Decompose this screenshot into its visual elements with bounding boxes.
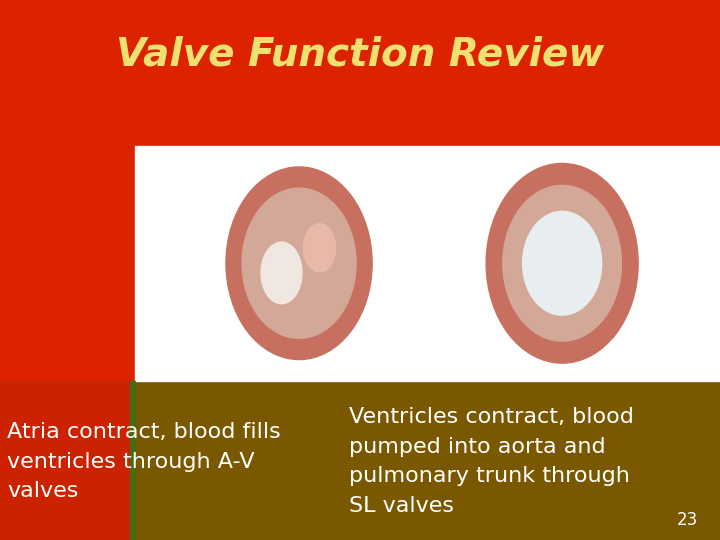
Text: 23: 23 <box>677 511 698 529</box>
Bar <box>130 381 135 540</box>
Text: Ventricles contract, blood
pumped into aorta and
pulmonary trunk through
SL valv: Ventricles contract, blood pumped into a… <box>349 407 634 516</box>
Ellipse shape <box>523 211 602 315</box>
Ellipse shape <box>242 188 356 339</box>
Ellipse shape <box>261 242 302 303</box>
Ellipse shape <box>486 164 638 363</box>
Text: Valve Function Review: Valve Function Review <box>116 35 604 73</box>
Ellipse shape <box>303 224 336 272</box>
Bar <box>0 381 130 540</box>
Ellipse shape <box>226 167 372 360</box>
Bar <box>135 146 720 381</box>
Bar <box>0 381 720 540</box>
Ellipse shape <box>503 185 621 341</box>
Text: Atria contract, blood fills
ventricles through A-V
valves: Atria contract, blood fills ventricles t… <box>7 422 281 501</box>
